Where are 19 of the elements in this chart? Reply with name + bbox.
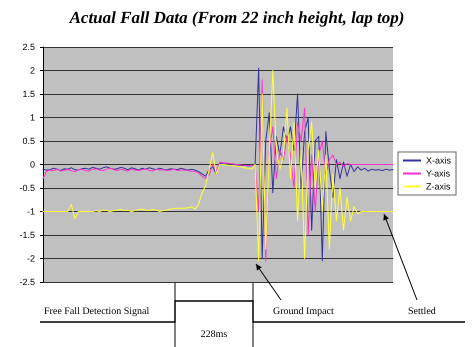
y-tick-label: 1 [30,112,35,122]
chart-title: Actual Fall Data (From 22 inch height, lap top) [68,8,404,27]
y-tick-label: -1.5 [19,230,35,240]
y-tick-label: 2 [30,66,35,76]
text: Ground Impact [273,306,334,317]
legend-label: Z-axis [426,182,451,192]
y-tick-label: -2.5 [19,277,35,287]
y-tick-label: -0.5 [19,183,35,193]
y-tick-label: -2 [26,254,35,264]
y-tick-label: 2.5 [22,42,35,52]
legend-label: Y-axis [426,168,451,178]
text: Free Fall Detection Signal [44,306,150,317]
y-tick-label: 0.5 [22,136,35,146]
y-tick-label: 0 [30,160,35,170]
y-tick-label: -1 [26,206,35,216]
text: Settled [408,306,436,317]
legend-label: X-axis [426,156,452,166]
text: 228ms [200,329,228,340]
y-tick-label: 1.5 [22,89,35,99]
